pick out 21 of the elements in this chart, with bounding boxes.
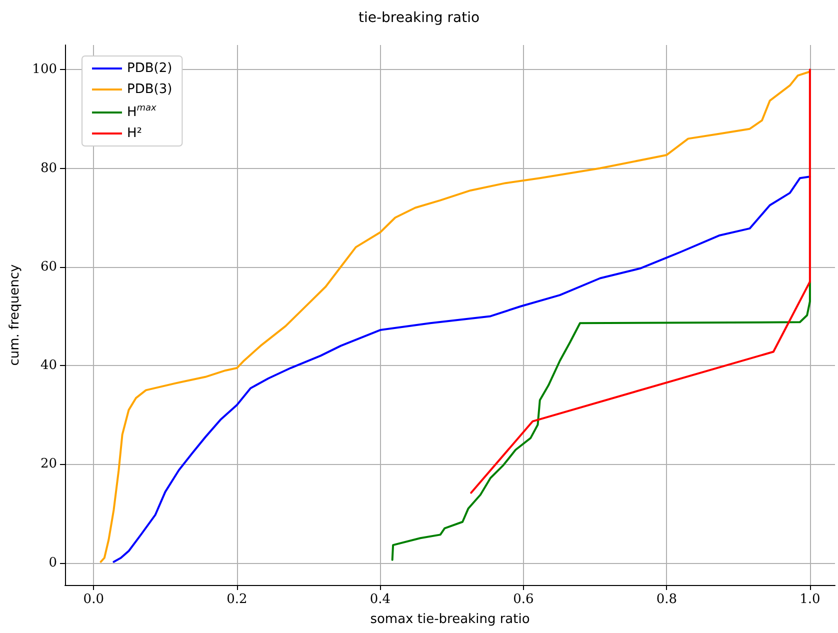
x-tick-label: 0.2 [226,592,248,607]
x-tick-label: 0.8 [656,592,678,607]
line-series [112,176,811,563]
y-tick-label: 40 [40,358,57,374]
x-axis-title: somax tie-breaking ratio [370,612,530,627]
legend-label: PDB(2) [127,61,172,76]
line-series [391,280,811,561]
x-tick-label: 0.4 [370,592,391,607]
x-tick-label: 1.0 [800,592,820,607]
legend-label: PDB(3) [127,82,172,97]
y-tick-label: 60 [40,259,57,274]
x-tick-label: 0.0 [83,592,104,607]
y-tick-label: 0 [48,555,57,570]
line-series [470,68,811,494]
y-tick-label: 100 [32,62,57,78]
chart-title: tie-breaking ratio [358,10,480,26]
legend-label: H² [127,126,142,141]
y-tick-label: 80 [40,160,57,176]
y-tick-label: 20 [40,456,57,472]
x-tick-label: 0.6 [513,592,534,607]
y-axis-title: cum. frequency [7,264,22,366]
